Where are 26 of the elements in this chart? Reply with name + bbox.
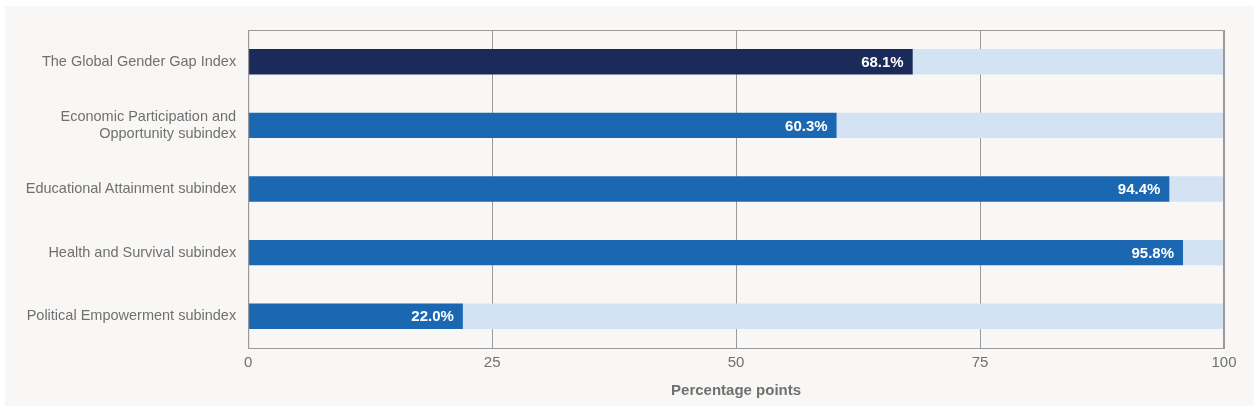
x-tick-label: 0 [244, 353, 253, 371]
bar [1183, 239, 1224, 266]
bar [248, 112, 837, 139]
bar [912, 49, 1224, 75]
y-tick-label: The Global Gender Gap Index [41, 52, 237, 69]
bar [1169, 176, 1224, 202]
data-label: 95.8% [1131, 243, 1175, 261]
y-tick-label: Health and Survival subindex [48, 243, 237, 260]
x-axis-title: Percentage points [671, 381, 802, 399]
bar [248, 303, 463, 329]
x-tick-label: 50 [727, 353, 745, 371]
x-tick-label: 75 [971, 353, 989, 371]
data-label: 22.0% [411, 307, 454, 325]
x-tick-label: 100 [1211, 353, 1237, 371]
data-label: 94.4% [1117, 180, 1161, 198]
y-tick-label: Economic Participation and Opportunity subindex [60, 107, 237, 142]
bar [248, 49, 913, 75]
data-label: 60.3% [785, 116, 828, 134]
bar [462, 303, 1224, 329]
y-tick-label: Educational Attainment subindex [25, 180, 237, 196]
bar [248, 239, 1184, 266]
bar [836, 112, 1224, 139]
data-label: 68.1% [861, 52, 904, 70]
bar [248, 176, 1170, 202]
x-tick-label: 25 [483, 353, 501, 371]
y-tick-label: Political Empowerment subindex [26, 307, 237, 324]
